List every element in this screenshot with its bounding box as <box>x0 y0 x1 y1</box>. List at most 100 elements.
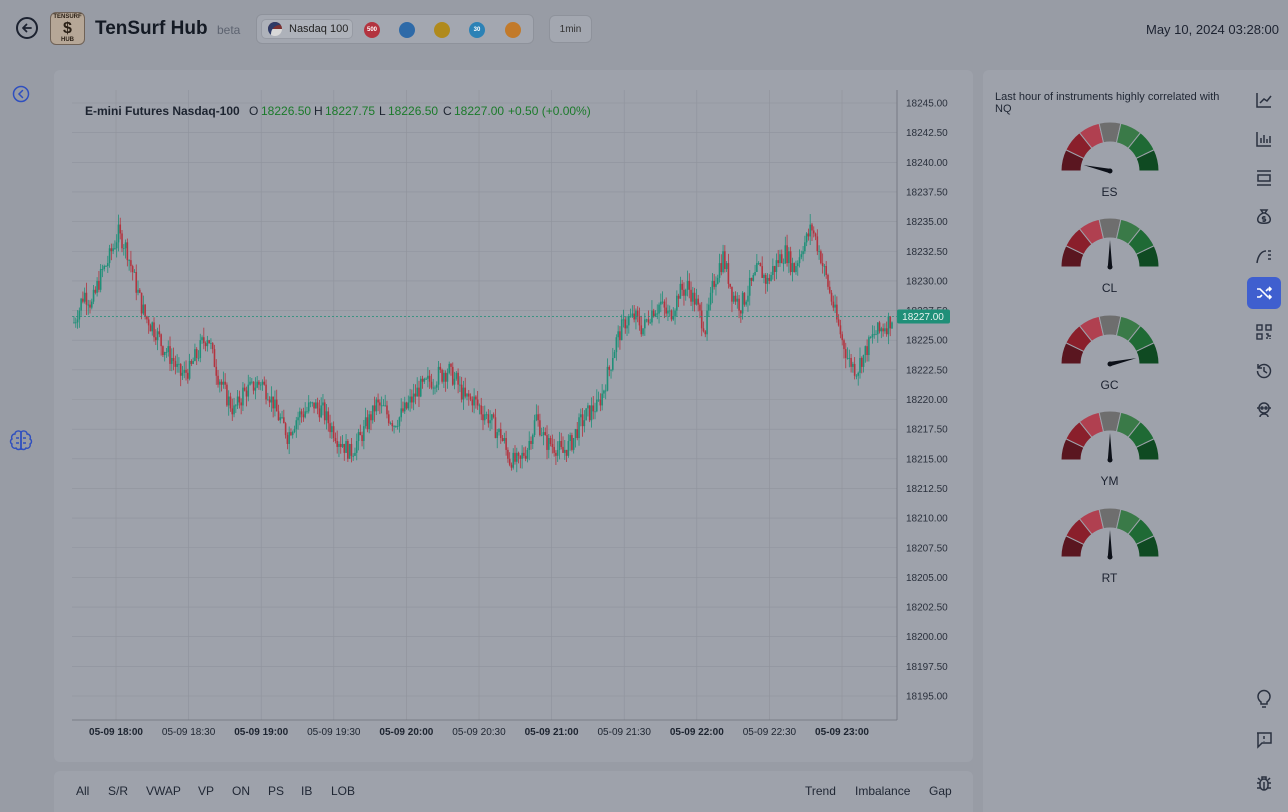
candle-body <box>106 263 109 267</box>
candle-body <box>286 435 289 444</box>
shuffle-icon[interactable] <box>1247 277 1281 309</box>
back-arrow-icon[interactable] <box>16 17 38 39</box>
brain-icon[interactable] <box>8 428 34 459</box>
candle-body <box>471 399 474 406</box>
candle-body <box>357 432 360 442</box>
collapse-left-icon[interactable] <box>12 85 30 108</box>
candle-body <box>489 420 491 424</box>
candle-body <box>745 301 747 305</box>
candle-body <box>293 429 296 433</box>
candle-body <box>226 384 228 406</box>
lightbulb-icon[interactable] <box>1250 685 1278 713</box>
candle-body <box>453 378 456 385</box>
correlation-gauge <box>1060 218 1160 270</box>
instrument-chip-4[interactable] <box>505 22 521 38</box>
candle-body <box>683 289 685 296</box>
candle-body <box>880 328 883 332</box>
candle-body <box>437 366 440 385</box>
candle-body <box>663 301 666 308</box>
candle-body <box>400 408 402 418</box>
filter-all-button[interactable]: All <box>76 784 90 798</box>
candle-body <box>533 420 536 436</box>
candle-body <box>743 292 746 305</box>
candle-body <box>386 405 388 415</box>
candle-body <box>581 414 584 427</box>
bar-chart-icon[interactable] <box>1250 125 1278 153</box>
gauge-label: YM <box>1100 474 1119 488</box>
timeframe-button[interactable]: 1min <box>549 15 592 43</box>
curve-icon[interactable] <box>1250 242 1278 270</box>
candle-body <box>448 363 451 373</box>
candle-body <box>780 254 783 264</box>
candle-body <box>275 399 278 412</box>
candle-body <box>825 266 828 275</box>
correlation-title: Last hour of instruments highly correlat… <box>995 91 1220 115</box>
top-header: TENSURF $ HUB TenSurf Hub beta Nasdaq 10… <box>0 0 1288 58</box>
feedback-icon[interactable] <box>1250 726 1278 754</box>
filter-vwap-button[interactable]: VWAP <box>146 784 181 798</box>
candle-body <box>323 402 326 421</box>
filter-gap-button[interactable]: Gap <box>929 784 952 798</box>
money-bag-icon[interactable] <box>1250 203 1278 231</box>
filter-ps-button[interactable]: PS <box>268 784 285 798</box>
instrument-chip-0[interactable]: 500 <box>364 22 380 38</box>
candle-body <box>156 331 159 341</box>
x-tick-label: 05-09 21:00 <box>525 727 579 738</box>
instrument-nasdaq-button[interactable]: Nasdaq 100 <box>261 19 353 39</box>
candle-body <box>546 435 548 450</box>
candle-body <box>316 402 319 409</box>
candlestick-chart[interactable]: 18245.00 18242.50 18240.00 18237.50 18235.00… <box>54 70 973 762</box>
instrument-chip-1[interactable] <box>399 22 415 38</box>
y-tick-label: 18200.00 <box>906 632 948 643</box>
candle-body <box>147 319 150 326</box>
candle-body <box>254 387 257 391</box>
candle-body <box>267 399 269 401</box>
candle-body <box>290 432 292 436</box>
candle-body <box>668 310 671 312</box>
gauge-needle <box>1083 165 1111 174</box>
candle-body <box>270 396 273 403</box>
candle-body <box>647 319 650 323</box>
candle-body <box>741 292 744 314</box>
layout-icon[interactable] <box>1250 164 1278 192</box>
candle-body <box>219 381 221 385</box>
left-rail <box>0 70 44 812</box>
line-chart-icon[interactable] <box>1250 86 1278 114</box>
qr-icon[interactable] <box>1250 318 1278 346</box>
filter-ib-button[interactable]: IB <box>301 784 313 798</box>
candle-body <box>165 352 168 353</box>
x-tick-label: 05-09 22:00 <box>670 727 724 738</box>
gauge-hub <box>1107 554 1113 560</box>
filter-on-button[interactable]: ON <box>232 784 250 798</box>
bug-icon[interactable] <box>1250 769 1278 797</box>
candle-body <box>444 372 447 382</box>
candle-body <box>846 357 849 359</box>
candle-body <box>604 390 607 392</box>
candle-body <box>571 435 573 450</box>
current-datetime: May 10, 2024 03:28:00 <box>1146 22 1279 37</box>
filter-lob-button[interactable]: LOB <box>331 784 356 798</box>
candle-body <box>162 346 164 356</box>
candle-body <box>85 292 88 305</box>
filter-sr-button[interactable]: S/R <box>108 784 129 798</box>
filter-vp-button[interactable]: VP <box>198 784 215 798</box>
instrument-chip-3[interactable]: 30 <box>469 22 485 38</box>
y-tick-label: 18195.00 <box>906 692 948 703</box>
candle-body <box>491 414 493 421</box>
candle-body <box>174 360 177 367</box>
candle-body <box>492 414 495 418</box>
robot-icon[interactable] <box>1250 396 1278 424</box>
candle-body <box>839 325 842 335</box>
filter-imbalance-button[interactable]: Imbalance <box>855 784 911 798</box>
candle-body <box>725 263 728 270</box>
candle-body <box>772 266 774 275</box>
instrument-chip-2[interactable] <box>434 22 450 38</box>
last-price-label: 18227.00 <box>897 309 950 324</box>
candle-body <box>89 304 91 308</box>
candle-body <box>590 405 593 421</box>
app-title: TenSurf Hub <box>95 18 208 39</box>
history-icon[interactable] <box>1250 357 1278 385</box>
candle-body <box>889 316 892 329</box>
candle-body <box>227 396 230 406</box>
filter-trend-button[interactable]: Trend <box>805 784 836 798</box>
